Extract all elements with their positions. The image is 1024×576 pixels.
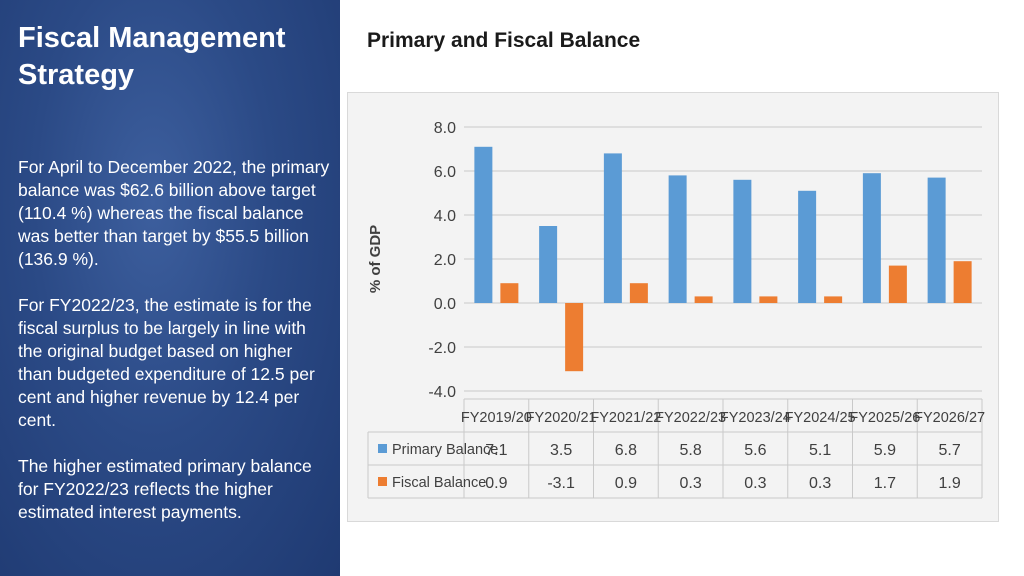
y-tick-label: 0.0	[434, 296, 456, 313]
fiscal-balance-bar	[694, 296, 713, 303]
chart-frame: 8.0 6.0 4.0 2.0 0.0 -2.0 -4.0 % of GDP FY2019/20…	[347, 92, 999, 522]
fiscal-balance-bar	[629, 283, 648, 303]
left-panel: Fiscal Management Strategy For April to …	[0, 0, 340, 576]
data-table-value: 0.3	[809, 475, 831, 492]
primary-balance-bar	[668, 175, 687, 303]
primary-balance-bar	[474, 146, 493, 303]
y-axis-title: % of GDP	[367, 225, 384, 293]
data-table-value: 1.7	[874, 475, 896, 492]
primary-balance-bar	[539, 226, 558, 303]
data-table-value: 0.3	[744, 475, 766, 492]
y-tick-label: -4.0	[428, 384, 456, 401]
data-table-value: 0.9	[615, 475, 637, 492]
primary-balance-bar	[862, 173, 881, 303]
data-table-value: 0.9	[485, 475, 507, 492]
fiscal-balance-bar	[953, 261, 972, 303]
data-table-value: 0.3	[680, 475, 702, 492]
y-tick-label: -2.0	[428, 340, 456, 357]
data-table-value: 5.6	[744, 442, 766, 459]
chart-title: Primary and Fiscal Balance	[367, 29, 641, 52]
fiscal-balance-bar	[759, 296, 778, 303]
data-table-value: 5.1	[809, 442, 831, 459]
data-table-value: 7.1	[485, 442, 507, 459]
legend-label: Fiscal Balance	[392, 475, 486, 491]
paragraph-interest-payments: The higher estimated primary balance for…	[18, 456, 312, 522]
data-table-value: 5.8	[680, 442, 702, 459]
fiscal-balance-bar	[888, 265, 907, 303]
primary-balance-bar	[798, 190, 817, 303]
legend-swatch	[378, 477, 387, 486]
primary-balance-bar	[733, 179, 752, 303]
x-category-label: FY2022/23	[655, 410, 726, 426]
x-category-label: FY2026/27	[914, 410, 985, 426]
data-table-value: 5.7	[939, 442, 961, 459]
data-table-value: 5.9	[874, 442, 896, 459]
fiscal-balance-bar	[824, 296, 843, 303]
x-category-label: FY2021/22	[590, 410, 661, 426]
y-tick-label: 6.0	[434, 164, 456, 181]
y-tick-label: 2.0	[434, 252, 456, 269]
balance-chart: 8.0 6.0 4.0 2.0 0.0 -2.0 -4.0 % of GDP FY2019/20…	[367, 120, 985, 499]
paragraph-fy2022-estimate: For FY2022/23, the estimate is for the f…	[18, 295, 315, 430]
y-tick-label: 4.0	[434, 208, 456, 225]
slide-title: Fiscal Management Strategy	[18, 22, 286, 91]
x-category-label: FY2020/21	[526, 410, 597, 426]
primary-balance-bar	[927, 177, 946, 303]
fiscal-balance-bar	[565, 303, 584, 372]
x-category-label: FY2023/24	[720, 410, 791, 426]
x-category-label: FY2025/26	[849, 410, 920, 426]
legend-label: Primary Balance	[392, 442, 498, 458]
data-table-value: 3.5	[550, 442, 572, 459]
y-tick-label: 8.0	[434, 120, 456, 137]
data-table-value: -3.1	[547, 475, 575, 492]
x-category-label: FY2024/25	[785, 410, 856, 426]
primary-balance-bar	[603, 153, 622, 303]
legend-swatch	[378, 444, 387, 453]
paragraph-primary-balance: For April to December 2022, the primary …	[18, 157, 330, 269]
data-table-value: 6.8	[615, 442, 637, 459]
fiscal-balance-bar	[500, 283, 519, 303]
x-category-label: FY2019/20	[461, 410, 532, 426]
data-table-value: 1.9	[939, 475, 961, 492]
